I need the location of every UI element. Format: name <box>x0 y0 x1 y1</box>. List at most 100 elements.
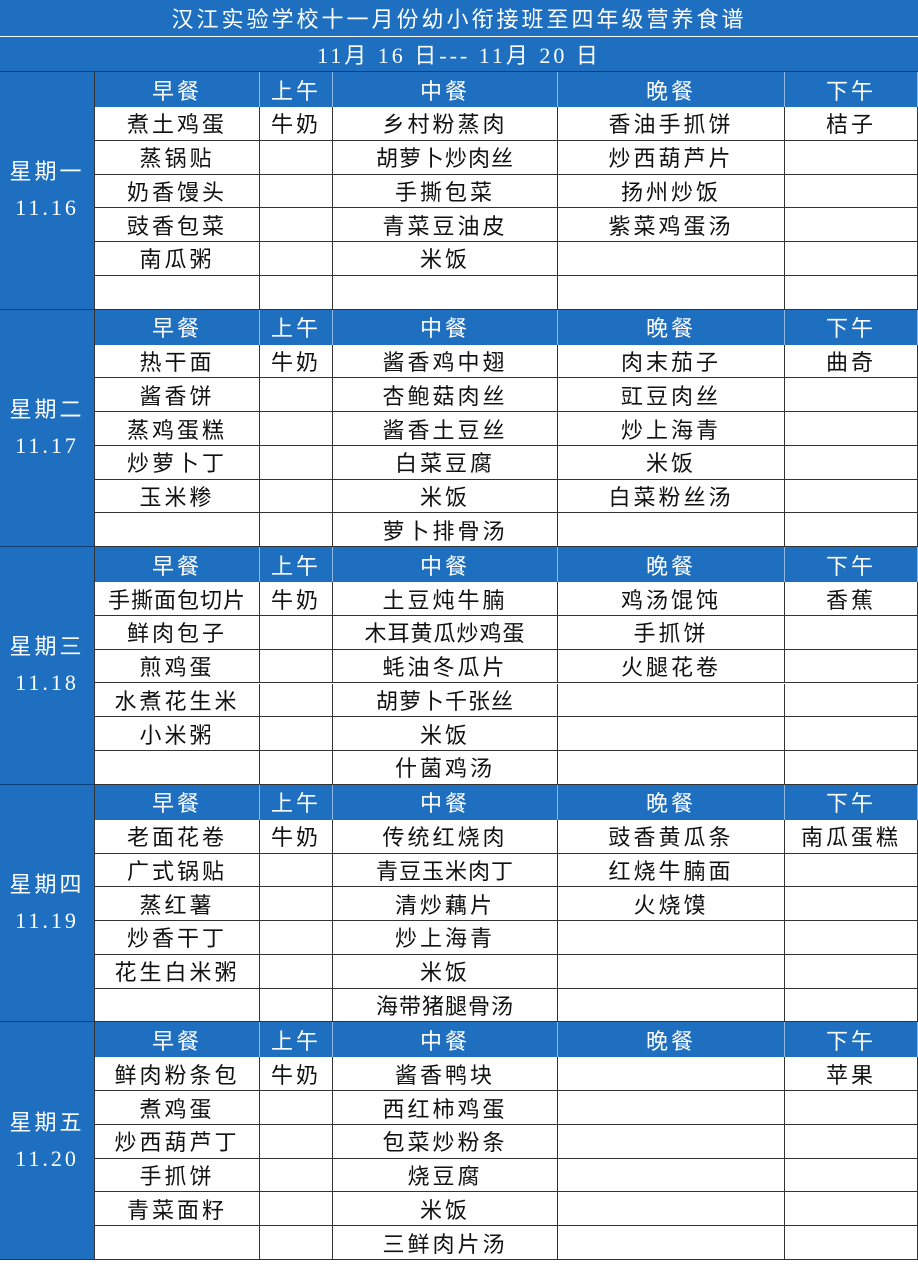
menu-cell <box>785 615 918 650</box>
menu-cell: 烧豆腐 <box>333 1158 558 1193</box>
menu-cell <box>785 649 918 684</box>
menu-cell: 牛奶 <box>260 819 333 854</box>
menu-cell <box>785 887 918 922</box>
menu-cell: 桔子 <box>785 107 918 141</box>
menu-cell: 酱香鸡中翅 <box>333 344 558 379</box>
meal-header: 下午 <box>785 72 918 107</box>
meal-header: 早餐 <box>95 784 260 820</box>
menu-cell: 米饭 <box>333 242 558 276</box>
menu-cell <box>260 378 333 413</box>
menu-cell: 热干面 <box>95 344 260 379</box>
day-name: 星期四 <box>9 872 85 898</box>
menu-cell <box>558 1091 785 1125</box>
menu-cell: 豉香包菜 <box>95 208 260 243</box>
meal-header: 上午 <box>260 547 333 583</box>
menu-cell: 煮鸡蛋 <box>95 1091 260 1125</box>
day-label: 星期三 11.18 <box>0 547 95 785</box>
day-label: 星期五 11.20 <box>0 1022 95 1260</box>
menu-cell: 乡村粉蒸肉 <box>333 107 558 141</box>
day-date: 11.17 <box>15 432 79 458</box>
menu-cell <box>785 717 918 752</box>
menu-cell: 奶香馒头 <box>95 174 260 209</box>
meal-header: 早餐 <box>95 72 260 107</box>
menu-cell <box>333 275 558 310</box>
menu-cell <box>785 445 918 480</box>
day-name: 星期五 <box>9 1109 85 1135</box>
menu-cell <box>785 751 918 785</box>
menu-cell <box>785 412 918 446</box>
menu-cell: 扬州炒饭 <box>558 174 785 209</box>
day-name: 星期二 <box>9 396 85 422</box>
menu-cell: 传统红烧肉 <box>333 819 558 854</box>
menu-cell: 红烧牛腩面 <box>558 853 785 888</box>
menu-cell: 炒上海青 <box>333 921 558 955</box>
menu-cell: 玉米糁 <box>95 479 260 514</box>
menu-cell <box>785 275 918 310</box>
meal-header: 下午 <box>785 784 918 820</box>
menu-cell: 胡萝卜千张丝 <box>333 683 558 718</box>
day-date: 11.20 <box>15 1145 79 1171</box>
menu-cell <box>95 513 260 548</box>
menu-cell: 白菜粉丝汤 <box>558 479 785 514</box>
menu-cell: 鲜肉包子 <box>95 615 260 650</box>
menu-cell <box>260 853 333 888</box>
menu-cell: 什菌鸡汤 <box>333 751 558 785</box>
menu-cell: 炒香干丁 <box>95 921 260 955</box>
menu-cell <box>785 921 918 955</box>
menu-cell: 火烧馍 <box>558 887 785 922</box>
menu-cell: 炒西葫芦片 <box>558 140 785 175</box>
menu-cell: 白菜豆腐 <box>333 445 558 480</box>
meal-header: 下午 <box>785 309 918 345</box>
day-date: 11.18 <box>15 670 79 696</box>
menu-cell <box>785 988 918 1023</box>
meal-header: 晚餐 <box>558 547 785 583</box>
menu-cell <box>260 1091 333 1125</box>
menu-cell: 米饭 <box>333 954 558 989</box>
menu-cell <box>558 1158 785 1193</box>
meal-header: 上午 <box>260 72 333 107</box>
menu-cell: 老面花卷 <box>95 819 260 854</box>
menu-cell <box>558 683 785 718</box>
menu-cell: 豉香黄瓜条 <box>558 819 785 854</box>
menu-cell: 南瓜粥 <box>95 242 260 276</box>
menu-cell <box>785 1091 918 1125</box>
menu-cell <box>558 1057 785 1092</box>
menu-cell <box>260 649 333 684</box>
meal-header: 上午 <box>260 309 333 345</box>
menu-cell <box>558 1226 785 1260</box>
menu-cell: 青菜豆油皮 <box>333 208 558 243</box>
menu-cell: 香油手抓饼 <box>558 107 785 141</box>
menu-cell: 手撕面包切片 <box>95 582 260 616</box>
menu-cell: 酱香鸭块 <box>333 1057 558 1092</box>
meal-header: 早餐 <box>95 309 260 345</box>
menu-cell <box>260 242 333 276</box>
menu-cell: 青豆玉米肉丁 <box>333 853 558 888</box>
menu-cell: 清炒藕片 <box>333 887 558 922</box>
menu-cell <box>785 683 918 718</box>
menu-cell: 小米粥 <box>95 717 260 752</box>
menu-cell: 香蕉 <box>785 582 918 616</box>
menu-cell <box>785 1192 918 1227</box>
menu-cell: 曲奇 <box>785 344 918 379</box>
meal-header: 中餐 <box>333 547 558 583</box>
meal-header: 中餐 <box>333 1022 558 1058</box>
meal-header: 晚餐 <box>558 309 785 345</box>
menu-cell <box>785 174 918 209</box>
menu-cell <box>260 1124 333 1159</box>
menu-cell: 豇豆肉丝 <box>558 378 785 413</box>
meal-header: 下午 <box>785 547 918 583</box>
menu-cell <box>558 1124 785 1159</box>
menu-cell: 木耳黄瓜炒鸡蛋 <box>333 615 558 650</box>
menu-cell: 萝卜排骨汤 <box>333 513 558 548</box>
menu-cell <box>260 1158 333 1193</box>
meal-header: 下午 <box>785 1022 918 1058</box>
menu-cell <box>260 887 333 922</box>
menu-cell: 肉末茄子 <box>558 344 785 379</box>
menu-cell: 米饭 <box>333 1192 558 1227</box>
menu-cell: 酱香土豆丝 <box>333 412 558 446</box>
menu-cell: 炒上海青 <box>558 412 785 446</box>
menu-cell <box>785 242 918 276</box>
meal-header: 中餐 <box>333 309 558 345</box>
menu-cell <box>260 1226 333 1260</box>
